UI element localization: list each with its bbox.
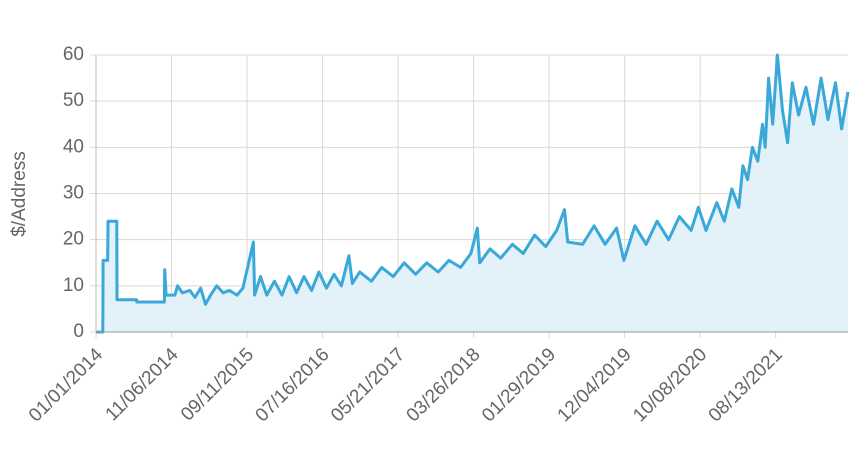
y-tick-label: 10 <box>63 275 84 296</box>
y-tick-label: 30 <box>63 183 84 204</box>
x-tick-label: 09/11/2015 <box>177 344 258 425</box>
x-tick-label: 08/13/2021 <box>705 344 787 426</box>
y-axis-label: $/Address <box>9 151 30 237</box>
y-tick-label: 40 <box>63 136 84 157</box>
x-tick-label: 01/29/2019 <box>478 344 560 426</box>
x-tick-label: 10/08/2020 <box>629 344 711 426</box>
y-tick-label: 50 <box>63 90 84 111</box>
x-tick-label: 07/16/2016 <box>252 344 334 426</box>
y-tick-label: 20 <box>63 229 84 250</box>
x-tick-label: 12/04/2019 <box>554 344 636 426</box>
x-tick-label: 03/26/2018 <box>403 344 485 426</box>
y-tick-label: 60 <box>63 44 84 65</box>
area <box>96 55 848 332</box>
x-tick-label: 01/01/2014 <box>25 344 107 426</box>
x-tick-label: 05/21/2017 <box>327 344 409 426</box>
y-tick-label: 0 <box>73 321 84 342</box>
x-tick-label: 11/06/2014 <box>102 344 183 425</box>
line <box>96 53 850 334</box>
